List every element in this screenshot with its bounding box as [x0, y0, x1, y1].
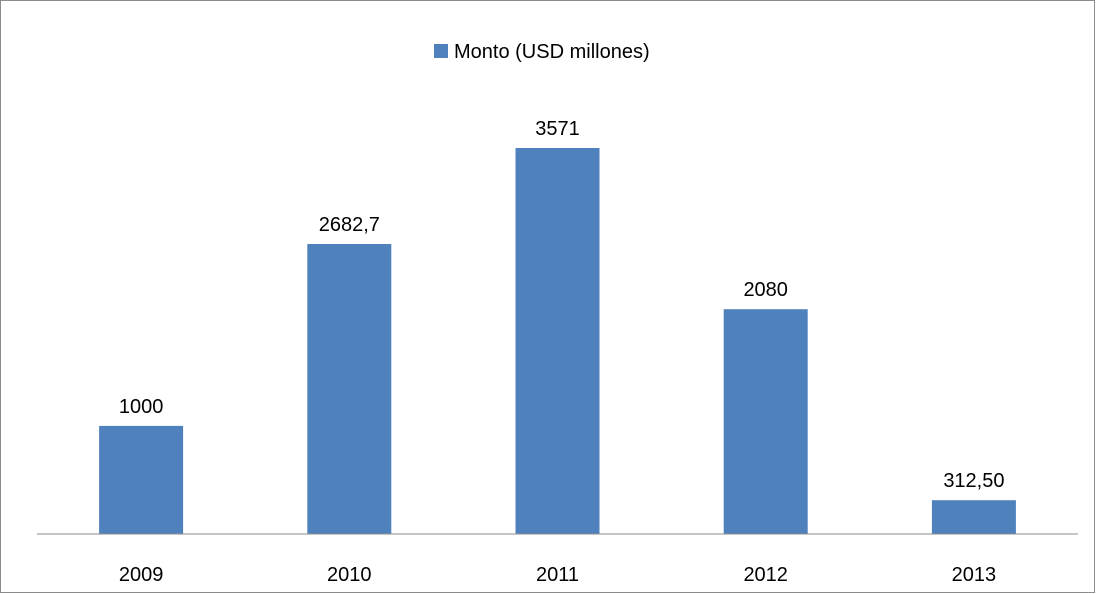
bar-2009 [99, 426, 183, 534]
data-label-2012: 2080 [743, 279, 788, 301]
legend-label: Monto (USD millones) [454, 41, 650, 63]
bar-2010 [307, 244, 391, 534]
bar-2011 [516, 148, 600, 534]
x-tick-label-2012: 2012 [743, 564, 788, 586]
data-label-2011: 3571 [535, 118, 580, 140]
bar-2012 [724, 309, 808, 534]
x-tick-label-2009: 2009 [119, 564, 164, 586]
x-tick-label-2010: 2010 [327, 564, 372, 586]
data-label-2009: 1000 [119, 396, 164, 418]
bars [99, 148, 1016, 534]
plot-area: 1000 2682,7 3571 2080 312,50 2009 2010 2011 201… [37, 118, 1078, 586]
bar-2013 [932, 500, 1016, 534]
x-tick-label-2011: 2011 [536, 564, 579, 586]
legend: Monto (USD millones) [434, 41, 650, 63]
data-label-2010: 2682,7 [319, 214, 380, 236]
x-tick-label-2013: 2013 [952, 564, 997, 586]
x-tick-labels: 2009 2010 2011 2012 2013 [119, 564, 996, 586]
data-label-2013: 312,50 [943, 470, 1004, 492]
legend-swatch [434, 44, 448, 58]
